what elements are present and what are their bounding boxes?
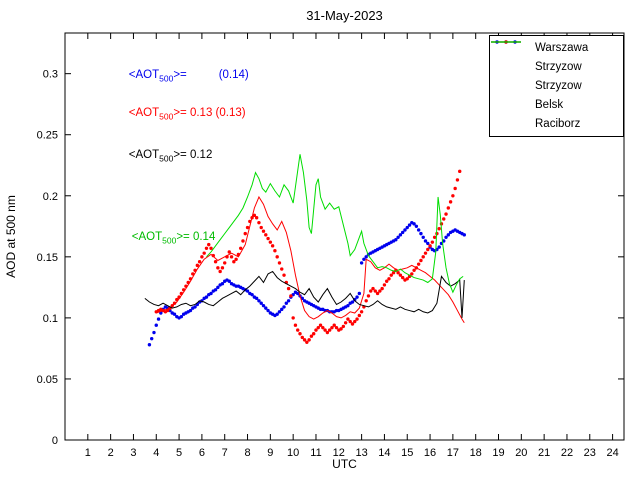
svg-text:19: 19 bbox=[492, 447, 504, 459]
svg-text:11: 11 bbox=[310, 447, 321, 459]
annotation-value: >= 0.14 bbox=[176, 231, 216, 243]
annotation-text: <AOT bbox=[128, 149, 160, 161]
belsk-line-sample bbox=[491, 41, 529, 111]
svg-text:0.2: 0.2 bbox=[43, 191, 58, 203]
legend-item-raciborz: Raciborz bbox=[490, 41, 623, 133]
legend-label: Warszawa bbox=[535, 42, 589, 55]
y-axis-ticks: 0 0.05 0.1 0.15 0.2 0.25 0.3 bbox=[37, 69, 624, 447]
legend-item-strzyzow-line: Strzyzow bbox=[490, 41, 623, 77]
svg-text:18: 18 bbox=[470, 447, 482, 459]
legend-label: Strzyzow bbox=[535, 61, 582, 74]
y-axis-label: AOD at 500 nm bbox=[4, 195, 18, 278]
legend-item-belsk: Belsk bbox=[490, 41, 623, 114]
svg-text:12: 12 bbox=[333, 447, 345, 459]
svg-text:7: 7 bbox=[222, 447, 228, 459]
svg-text:16: 16 bbox=[424, 447, 436, 459]
svg-text:22: 22 bbox=[561, 447, 573, 459]
raciborz-line-sample bbox=[491, 41, 529, 130]
strzyzow-dot-marker-sample bbox=[497, 40, 529, 92]
svg-text:14: 14 bbox=[378, 447, 390, 459]
legend-label: Raciborz bbox=[535, 117, 581, 130]
svg-text:2: 2 bbox=[108, 447, 114, 459]
svg-text:20: 20 bbox=[515, 447, 527, 459]
svg-text:9: 9 bbox=[267, 447, 273, 459]
svg-text:5: 5 bbox=[176, 447, 182, 459]
svg-text:0.15: 0.15 bbox=[37, 252, 58, 264]
svg-text:0.25: 0.25 bbox=[37, 130, 58, 142]
svg-text:0.05: 0.05 bbox=[37, 374, 58, 386]
svg-text:3: 3 bbox=[130, 447, 136, 459]
svg-text:8: 8 bbox=[244, 447, 250, 459]
legend: Warszawa Strzyzow Strzyzow Belsk Racibor… bbox=[489, 35, 624, 137]
mean-aot-annotation-strzyzow: <AOT500>= 0.13 (0.13) bbox=[116, 92, 246, 137]
svg-text:0.3: 0.3 bbox=[43, 69, 58, 81]
svg-text:1: 1 bbox=[85, 447, 91, 459]
annotation-value: >= 0.13 (0.13) bbox=[173, 107, 246, 119]
annotation-value: >= (0.14) bbox=[173, 69, 249, 81]
svg-text:6: 6 bbox=[199, 447, 205, 459]
mean-aot-annotation-warszawa: <AOT500>= (0.14) bbox=[116, 54, 249, 99]
annotation-text: <AOT bbox=[128, 69, 160, 81]
strzyzow-line-sample bbox=[491, 41, 529, 73]
svg-text:0: 0 bbox=[52, 435, 58, 447]
annotation-subscript: 500 bbox=[159, 153, 174, 164]
annotation-value: >= 0.12 bbox=[173, 149, 213, 161]
annotation-subscript: 500 bbox=[159, 73, 174, 84]
mean-aot-annotation-belsk: <AOT500>= 0.12 bbox=[116, 134, 213, 179]
svg-text:24: 24 bbox=[606, 447, 618, 459]
svg-text:10: 10 bbox=[287, 447, 299, 459]
legend-item-strzyzow-dot: Strzyzow bbox=[490, 40, 623, 96]
series-belsk-3 bbox=[144, 270, 465, 318]
svg-text:0.1: 0.1 bbox=[43, 313, 58, 325]
svg-text:17: 17 bbox=[447, 447, 459, 459]
x-axis-label: UTC bbox=[332, 457, 357, 471]
legend-label: Strzyzow bbox=[535, 79, 582, 92]
mean-aot-annotation-raciborz: <AOT500>= 0.14 bbox=[119, 216, 216, 261]
annotation-subscript: 500 bbox=[159, 111, 174, 122]
x-axis-ticks: 1 2 3 4 5 6 7 8 9 10 11 12 13 14 15 16 17 18 19 20 21 22 23 24 bbox=[85, 33, 619, 459]
svg-text:15: 15 bbox=[401, 447, 413, 459]
annotation-subscript: 500 bbox=[162, 235, 177, 246]
chart-title: 31-May-2023 bbox=[306, 8, 383, 23]
svg-text:23: 23 bbox=[584, 447, 596, 459]
svg-text:21: 21 bbox=[538, 447, 550, 459]
svg-text:4: 4 bbox=[153, 447, 159, 459]
svg-text:13: 13 bbox=[355, 447, 367, 459]
annotation-text: <AOT bbox=[131, 231, 163, 243]
annotation-text: <AOT bbox=[128, 107, 160, 119]
legend-label: Belsk bbox=[535, 98, 564, 111]
series-raciborz-4 bbox=[206, 154, 464, 294]
